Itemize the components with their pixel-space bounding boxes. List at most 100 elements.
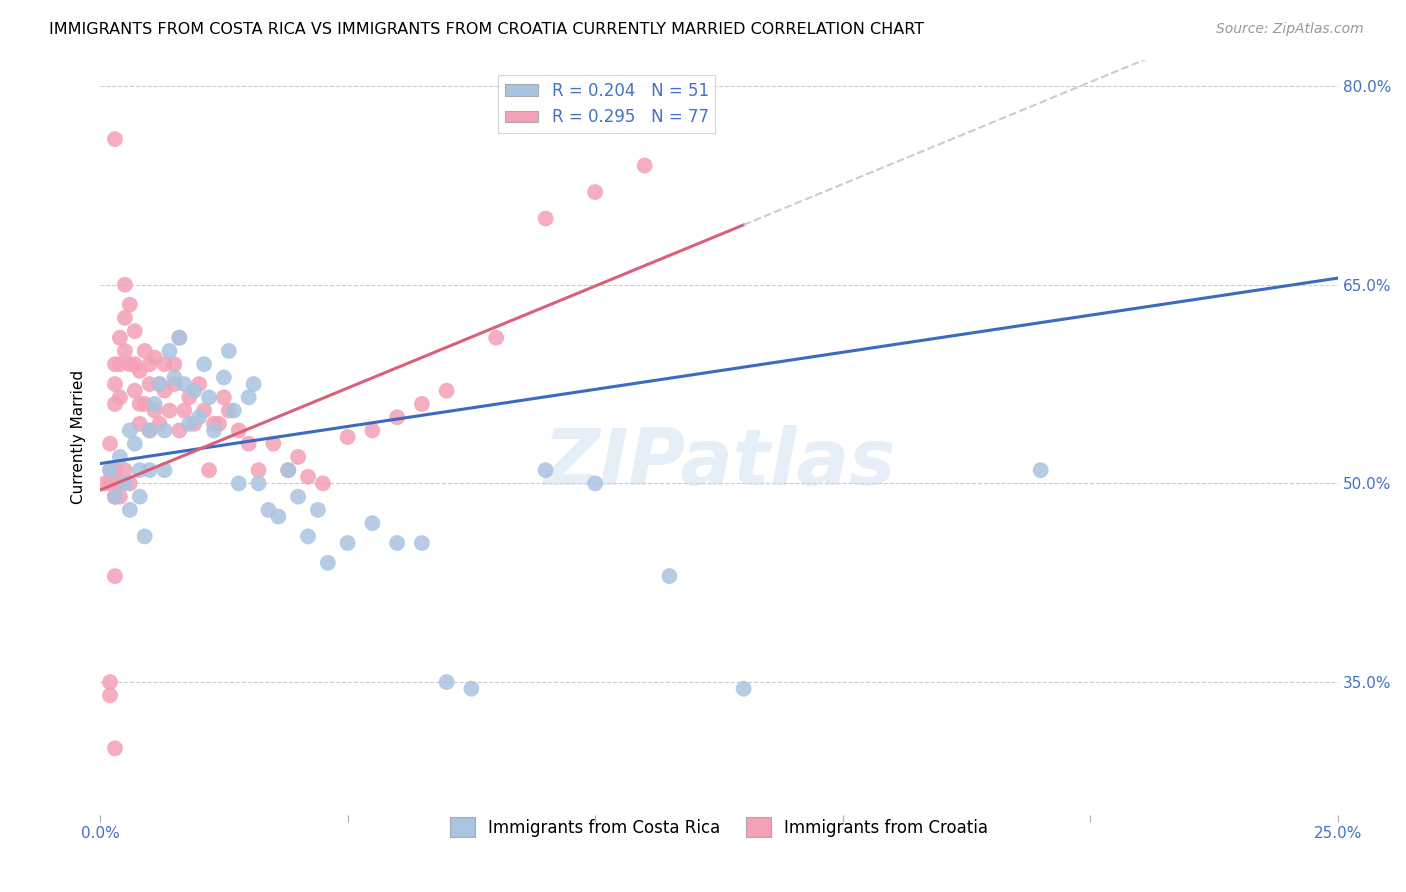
Point xyxy=(287,450,309,464)
Point xyxy=(287,490,309,504)
Point xyxy=(104,397,127,411)
Point xyxy=(118,357,141,371)
Point xyxy=(124,324,146,338)
Point xyxy=(124,384,146,398)
Point xyxy=(436,384,458,398)
Point xyxy=(218,343,240,358)
Point xyxy=(138,377,160,392)
Point xyxy=(173,403,195,417)
Point xyxy=(159,403,181,417)
Point xyxy=(179,390,201,404)
Point xyxy=(108,331,131,345)
Point xyxy=(202,417,225,431)
Point xyxy=(128,490,150,504)
Point xyxy=(257,503,280,517)
Point xyxy=(218,403,240,417)
Point xyxy=(183,417,205,431)
Point xyxy=(277,463,299,477)
Point xyxy=(108,357,131,371)
Point xyxy=(118,424,141,438)
Point xyxy=(411,397,433,411)
Point xyxy=(193,403,215,417)
Point xyxy=(173,377,195,392)
Point xyxy=(98,463,121,477)
Point xyxy=(128,463,150,477)
Point xyxy=(436,675,458,690)
Point xyxy=(114,343,136,358)
Point xyxy=(316,556,339,570)
Point xyxy=(198,390,221,404)
Point xyxy=(733,681,755,696)
Point xyxy=(148,417,170,431)
Point xyxy=(267,509,290,524)
Point xyxy=(104,569,127,583)
Point xyxy=(118,297,141,311)
Point xyxy=(108,390,131,404)
Point xyxy=(98,675,121,690)
Point xyxy=(460,681,482,696)
Point xyxy=(169,331,191,345)
Point xyxy=(658,569,681,583)
Point xyxy=(307,503,329,517)
Point xyxy=(138,463,160,477)
Point xyxy=(114,277,136,292)
Point xyxy=(114,476,136,491)
Point xyxy=(124,357,146,371)
Point xyxy=(247,463,270,477)
Point xyxy=(361,424,384,438)
Point xyxy=(583,476,606,491)
Point xyxy=(385,536,408,550)
Point xyxy=(159,343,181,358)
Point xyxy=(247,476,270,491)
Point xyxy=(633,159,655,173)
Point xyxy=(138,357,160,371)
Point xyxy=(238,390,260,404)
Point xyxy=(534,211,557,226)
Point xyxy=(212,390,235,404)
Point xyxy=(153,424,176,438)
Point xyxy=(411,536,433,550)
Point xyxy=(169,331,191,345)
Point xyxy=(118,476,141,491)
Point xyxy=(153,357,176,371)
Point xyxy=(262,436,284,450)
Point xyxy=(163,370,186,384)
Point xyxy=(104,377,127,392)
Point xyxy=(312,476,335,491)
Point xyxy=(104,490,127,504)
Point xyxy=(385,410,408,425)
Point xyxy=(98,689,121,703)
Point xyxy=(202,424,225,438)
Point xyxy=(138,424,160,438)
Point xyxy=(179,417,201,431)
Point xyxy=(124,436,146,450)
Point xyxy=(148,377,170,392)
Point xyxy=(134,397,156,411)
Text: Source: ZipAtlas.com: Source: ZipAtlas.com xyxy=(1216,22,1364,37)
Point xyxy=(108,490,131,504)
Point xyxy=(169,424,191,438)
Point xyxy=(153,384,176,398)
Point xyxy=(104,357,127,371)
Point xyxy=(361,516,384,530)
Point xyxy=(242,377,264,392)
Point xyxy=(188,410,211,425)
Point xyxy=(104,490,127,504)
Point xyxy=(183,384,205,398)
Point xyxy=(104,463,127,477)
Point xyxy=(297,470,319,484)
Point xyxy=(188,377,211,392)
Legend: Immigrants from Costa Rica, Immigrants from Croatia: Immigrants from Costa Rica, Immigrants f… xyxy=(443,810,994,844)
Point xyxy=(297,529,319,543)
Point xyxy=(134,529,156,543)
Point xyxy=(104,741,127,756)
Point xyxy=(128,417,150,431)
Point xyxy=(114,463,136,477)
Point xyxy=(228,424,250,438)
Point xyxy=(228,476,250,491)
Point xyxy=(143,351,166,365)
Point xyxy=(1029,463,1052,477)
Point xyxy=(153,463,176,477)
Point xyxy=(98,436,121,450)
Point xyxy=(148,377,170,392)
